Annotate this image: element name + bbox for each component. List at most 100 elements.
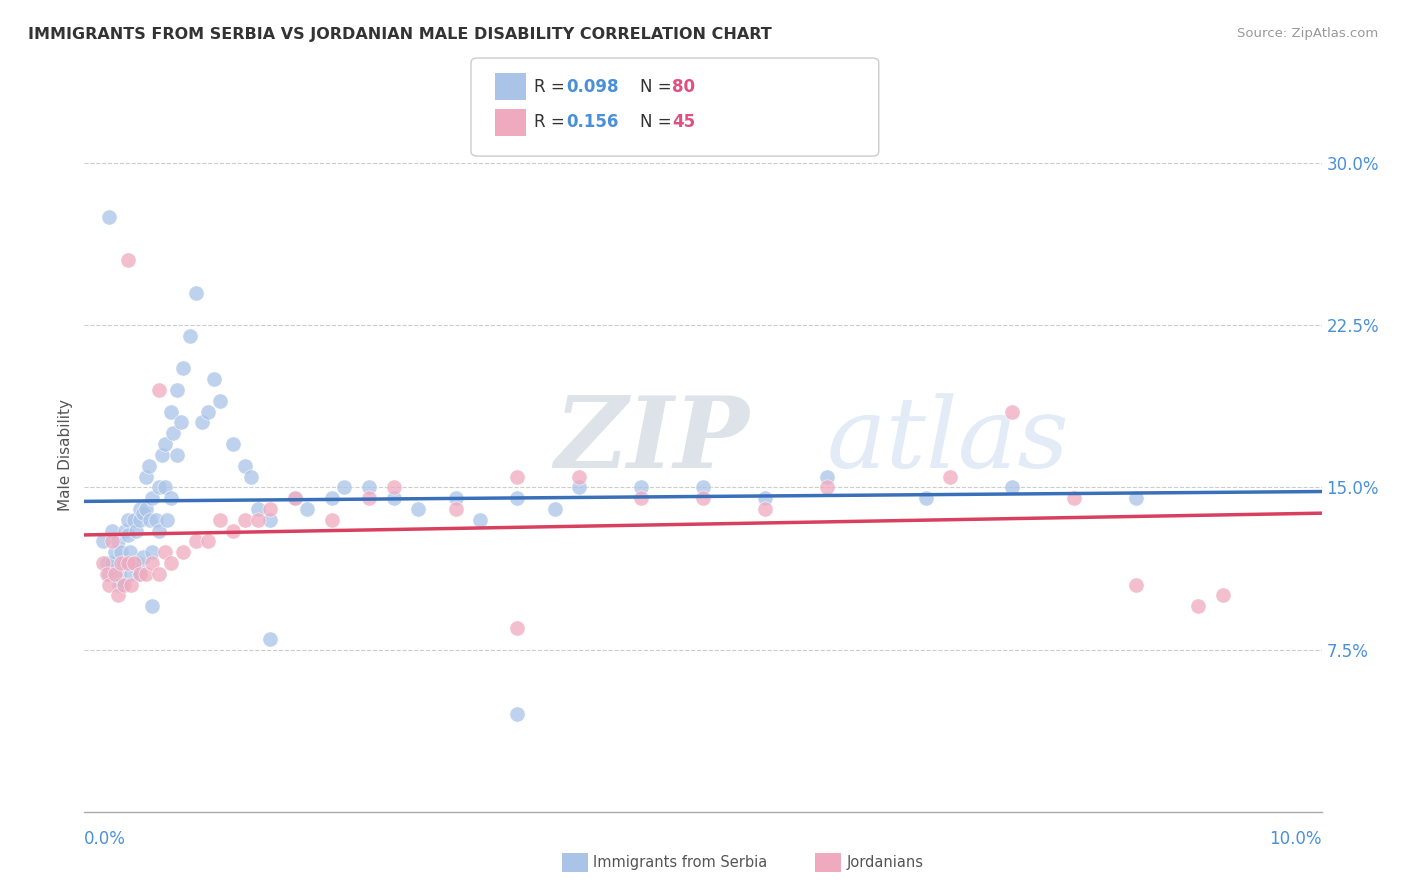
Text: 0.156: 0.156 <box>567 113 619 131</box>
Point <box>939 469 962 483</box>
Point <box>543 502 565 516</box>
Point <box>148 566 170 581</box>
Point <box>259 502 281 516</box>
Point <box>240 469 263 483</box>
Point <box>127 556 149 570</box>
Point <box>141 599 163 614</box>
Point <box>160 405 183 419</box>
Point <box>98 577 121 591</box>
Text: 0.098: 0.098 <box>567 78 619 95</box>
Point <box>108 577 131 591</box>
Point <box>333 480 356 494</box>
Point <box>506 707 529 722</box>
Point <box>131 549 153 564</box>
Point <box>1001 405 1024 419</box>
Text: IMMIGRANTS FROM SERBIA VS JORDANIAN MALE DISABILITY CORRELATION CHART: IMMIGRANTS FROM SERBIA VS JORDANIAN MALE… <box>28 27 772 42</box>
Point <box>246 502 269 516</box>
Point <box>100 524 122 538</box>
Point <box>135 469 157 483</box>
Point <box>166 448 188 462</box>
Point <box>141 556 163 570</box>
Point <box>125 524 148 538</box>
Point <box>815 469 838 483</box>
Point <box>197 534 219 549</box>
Point <box>148 480 170 494</box>
Point <box>153 437 176 451</box>
Point <box>692 480 714 494</box>
Point <box>153 480 176 494</box>
Point <box>184 534 207 549</box>
Point <box>122 513 145 527</box>
Point <box>122 556 145 570</box>
Point <box>117 528 139 542</box>
Point <box>506 621 529 635</box>
Y-axis label: Male Disability: Male Disability <box>58 399 73 511</box>
Point <box>112 577 135 591</box>
Point <box>129 566 152 581</box>
Point <box>96 566 118 581</box>
Point <box>110 556 132 570</box>
Point <box>172 545 194 559</box>
Text: 45: 45 <box>672 113 695 131</box>
Point <box>284 491 307 505</box>
Point <box>321 513 343 527</box>
Point <box>233 458 256 473</box>
Point <box>259 632 281 646</box>
Point <box>408 502 430 516</box>
Point <box>120 545 142 559</box>
Point <box>191 416 214 430</box>
Point <box>117 513 139 527</box>
Point <box>444 502 467 516</box>
Point <box>112 556 135 570</box>
Point <box>630 491 652 505</box>
Point <box>114 524 136 538</box>
Point <box>120 566 142 581</box>
Point <box>107 534 129 549</box>
Point <box>357 491 380 505</box>
Point <box>1063 491 1085 505</box>
Text: Jordanians: Jordanians <box>846 855 924 870</box>
Text: 0.0%: 0.0% <box>84 830 127 847</box>
Point <box>172 361 194 376</box>
Point <box>568 480 591 494</box>
Point <box>110 545 132 559</box>
Point <box>295 502 318 516</box>
Point <box>150 448 173 462</box>
Point <box>1125 491 1147 505</box>
Point <box>129 566 152 581</box>
Point <box>630 480 652 494</box>
Point <box>129 502 152 516</box>
Point <box>135 502 157 516</box>
Point <box>754 502 776 516</box>
Text: Immigrants from Serbia: Immigrants from Serbia <box>593 855 768 870</box>
Point <box>222 437 245 451</box>
Point <box>108 566 131 581</box>
Point <box>98 210 121 224</box>
Point <box>692 491 714 505</box>
Point <box>107 589 129 603</box>
Point <box>156 513 179 527</box>
Point <box>184 285 207 300</box>
Point <box>135 566 157 581</box>
Point <box>117 253 139 268</box>
Point <box>100 556 122 570</box>
Point <box>145 513 167 527</box>
Point <box>1125 577 1147 591</box>
Point <box>382 480 405 494</box>
Text: atlas: atlas <box>827 393 1070 488</box>
Point <box>122 556 145 570</box>
Point <box>202 372 225 386</box>
Point <box>148 524 170 538</box>
Point <box>470 513 492 527</box>
Point <box>104 545 127 559</box>
Point <box>141 545 163 559</box>
Point <box>166 383 188 397</box>
Text: 80: 80 <box>672 78 695 95</box>
Point <box>160 491 183 505</box>
Point <box>815 480 838 494</box>
Point <box>120 577 142 591</box>
Point <box>170 416 193 430</box>
Point <box>222 524 245 538</box>
Point <box>382 491 405 505</box>
Text: 10.0%: 10.0% <box>1270 830 1322 847</box>
